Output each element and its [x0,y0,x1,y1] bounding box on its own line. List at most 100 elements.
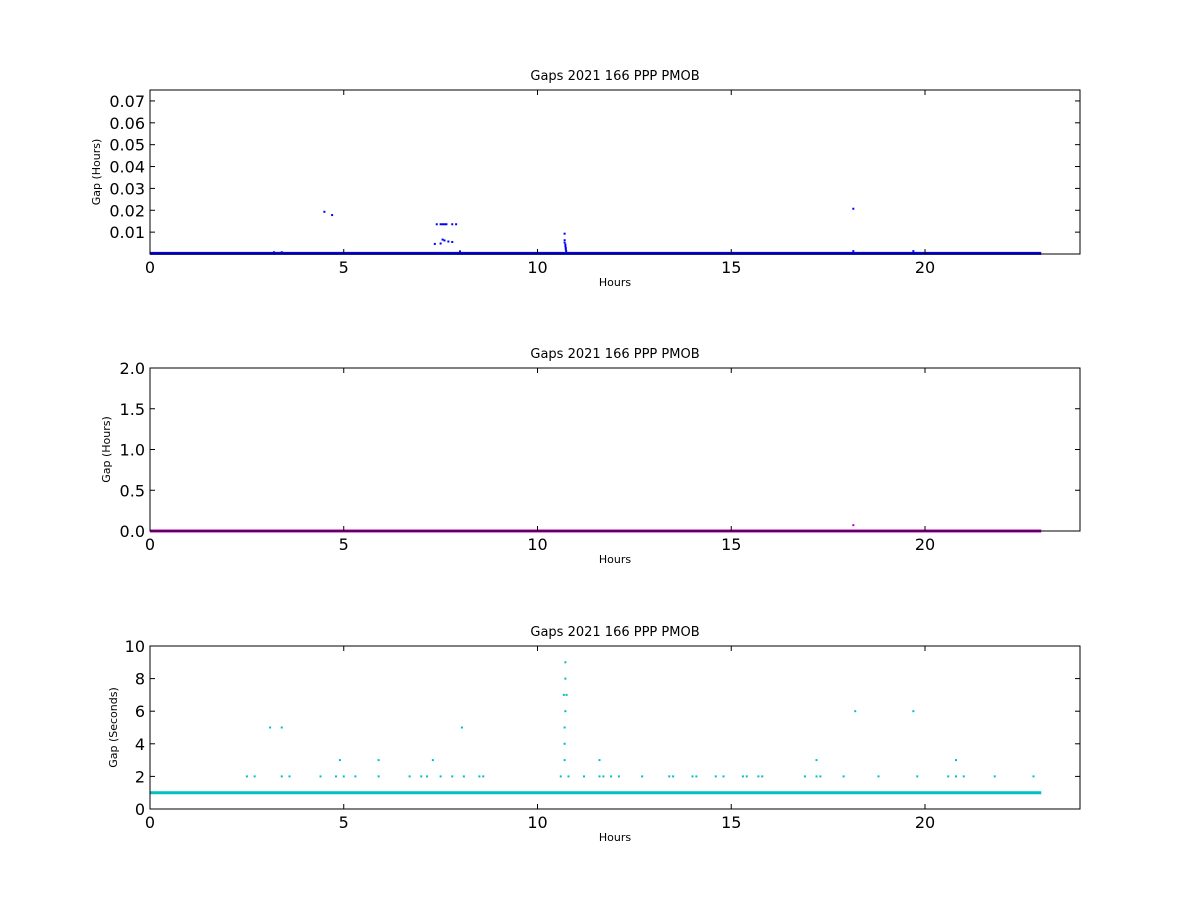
y-axis-label: Gap (Seconds) [107,687,120,768]
x-tick-label: 10 [527,258,547,277]
data-point [565,249,568,252]
data-point [583,775,585,778]
y-tick-label: 0.01 [109,223,145,242]
chart-panel-3: Gaps 2021 166 PPP PMOB 0 5 10 15 20 0 2 4 6 8 10 Hou… [107,625,1081,844]
y-tick-label: 0 [135,800,145,819]
chart-panel-2: Gaps 2021 166 PPP PMOB 0 5 10 15 20 0.0 0.5 1.0 1… [100,347,1081,566]
data-point [641,775,644,778]
data-point [460,726,463,729]
data-point [338,759,341,762]
data-point [563,241,566,244]
data-point [447,240,450,243]
data-point [562,693,565,696]
data-point [803,775,806,778]
x-tick-label: 0 [145,258,155,277]
data-point [564,710,567,713]
data-point [610,775,613,778]
data-point [602,775,605,778]
data-point [443,239,446,242]
y-tick-label: 0.05 [109,136,145,155]
data-point [377,759,380,762]
y-tick-label: 1.0 [120,441,145,460]
y-tick-label: 1.5 [120,400,145,419]
data-point [852,250,855,253]
data-point [916,775,919,778]
x-tick-label: 20 [915,813,935,832]
data-point [842,775,845,778]
data-point [426,775,429,778]
chart-title: Gaps 2021 166 PPP PMOB [530,347,699,362]
data-point [757,775,760,778]
data-point [598,759,601,762]
x-tick-label: 15 [721,535,741,554]
data-point [377,775,380,778]
data-point [478,775,481,778]
data-point [420,775,423,778]
x-tick-label: 5 [339,535,349,554]
data-point [563,232,566,235]
x-axis-label: Hours [599,553,631,566]
data-point [877,775,880,778]
data-point [451,775,454,778]
y-tick-label: 8 [135,670,145,689]
data-point [912,250,915,253]
data-point [761,775,764,778]
data-point [947,775,950,778]
y-tick-label: 10 [125,637,145,656]
y-tick-label: 0.04 [109,158,145,177]
data-point [563,742,566,745]
data-point [691,775,694,778]
data-point [852,524,855,527]
y-axis-label: Gap (Hours) [100,416,113,483]
x-tick-label: 20 [915,258,935,277]
data-point [445,223,448,226]
data-point [993,775,996,778]
data-point [482,775,485,778]
y-tick-label: 0.02 [109,201,145,220]
x-axis-label: Hours [599,276,631,289]
data-point [852,207,855,210]
data-point [564,248,567,251]
x-tick-label: 0 [145,535,155,554]
data-point [335,775,337,778]
chart-panel-1: Gaps 2021 166 PPP PMOB 0 5 10 15 20 0.01 0.02 0.… [90,69,1081,289]
data-point [441,223,444,226]
plot-frame [149,89,1081,255]
data-point [280,775,283,778]
y-tick-label: 0.03 [109,179,145,198]
data-point [280,726,283,729]
y-tick-label: 0.0 [120,522,145,541]
data-point [668,775,671,778]
y-tick-label: 2.0 [120,359,145,378]
data-point [245,775,248,778]
data-point [331,214,334,217]
data-point [962,775,965,778]
data-point [443,223,446,226]
plot-frame [149,645,1081,810]
data-point [714,775,717,778]
x-tick-label: 10 [527,813,547,832]
data-point [819,775,822,778]
x-tick-label: 0 [145,813,155,832]
x-tick-label: 20 [915,535,935,554]
data-point [441,238,444,241]
data-point [563,239,566,242]
data-point [1032,775,1035,778]
data-point [563,759,566,762]
data-point [912,710,915,713]
data-point [269,726,272,729]
data-point [672,775,675,778]
data-point [451,240,454,243]
data-point [564,243,567,246]
chart-title: Gaps 2021 166 PPP PMOB [530,625,699,640]
x-tick-label: 5 [339,258,349,277]
data-point [955,775,957,778]
data-point [439,775,442,778]
data-point [598,775,601,778]
data-point [459,250,461,253]
data-point [695,775,698,778]
data-point [462,775,465,778]
data-point [745,775,748,778]
data-point [439,223,442,226]
data-point [565,693,568,696]
